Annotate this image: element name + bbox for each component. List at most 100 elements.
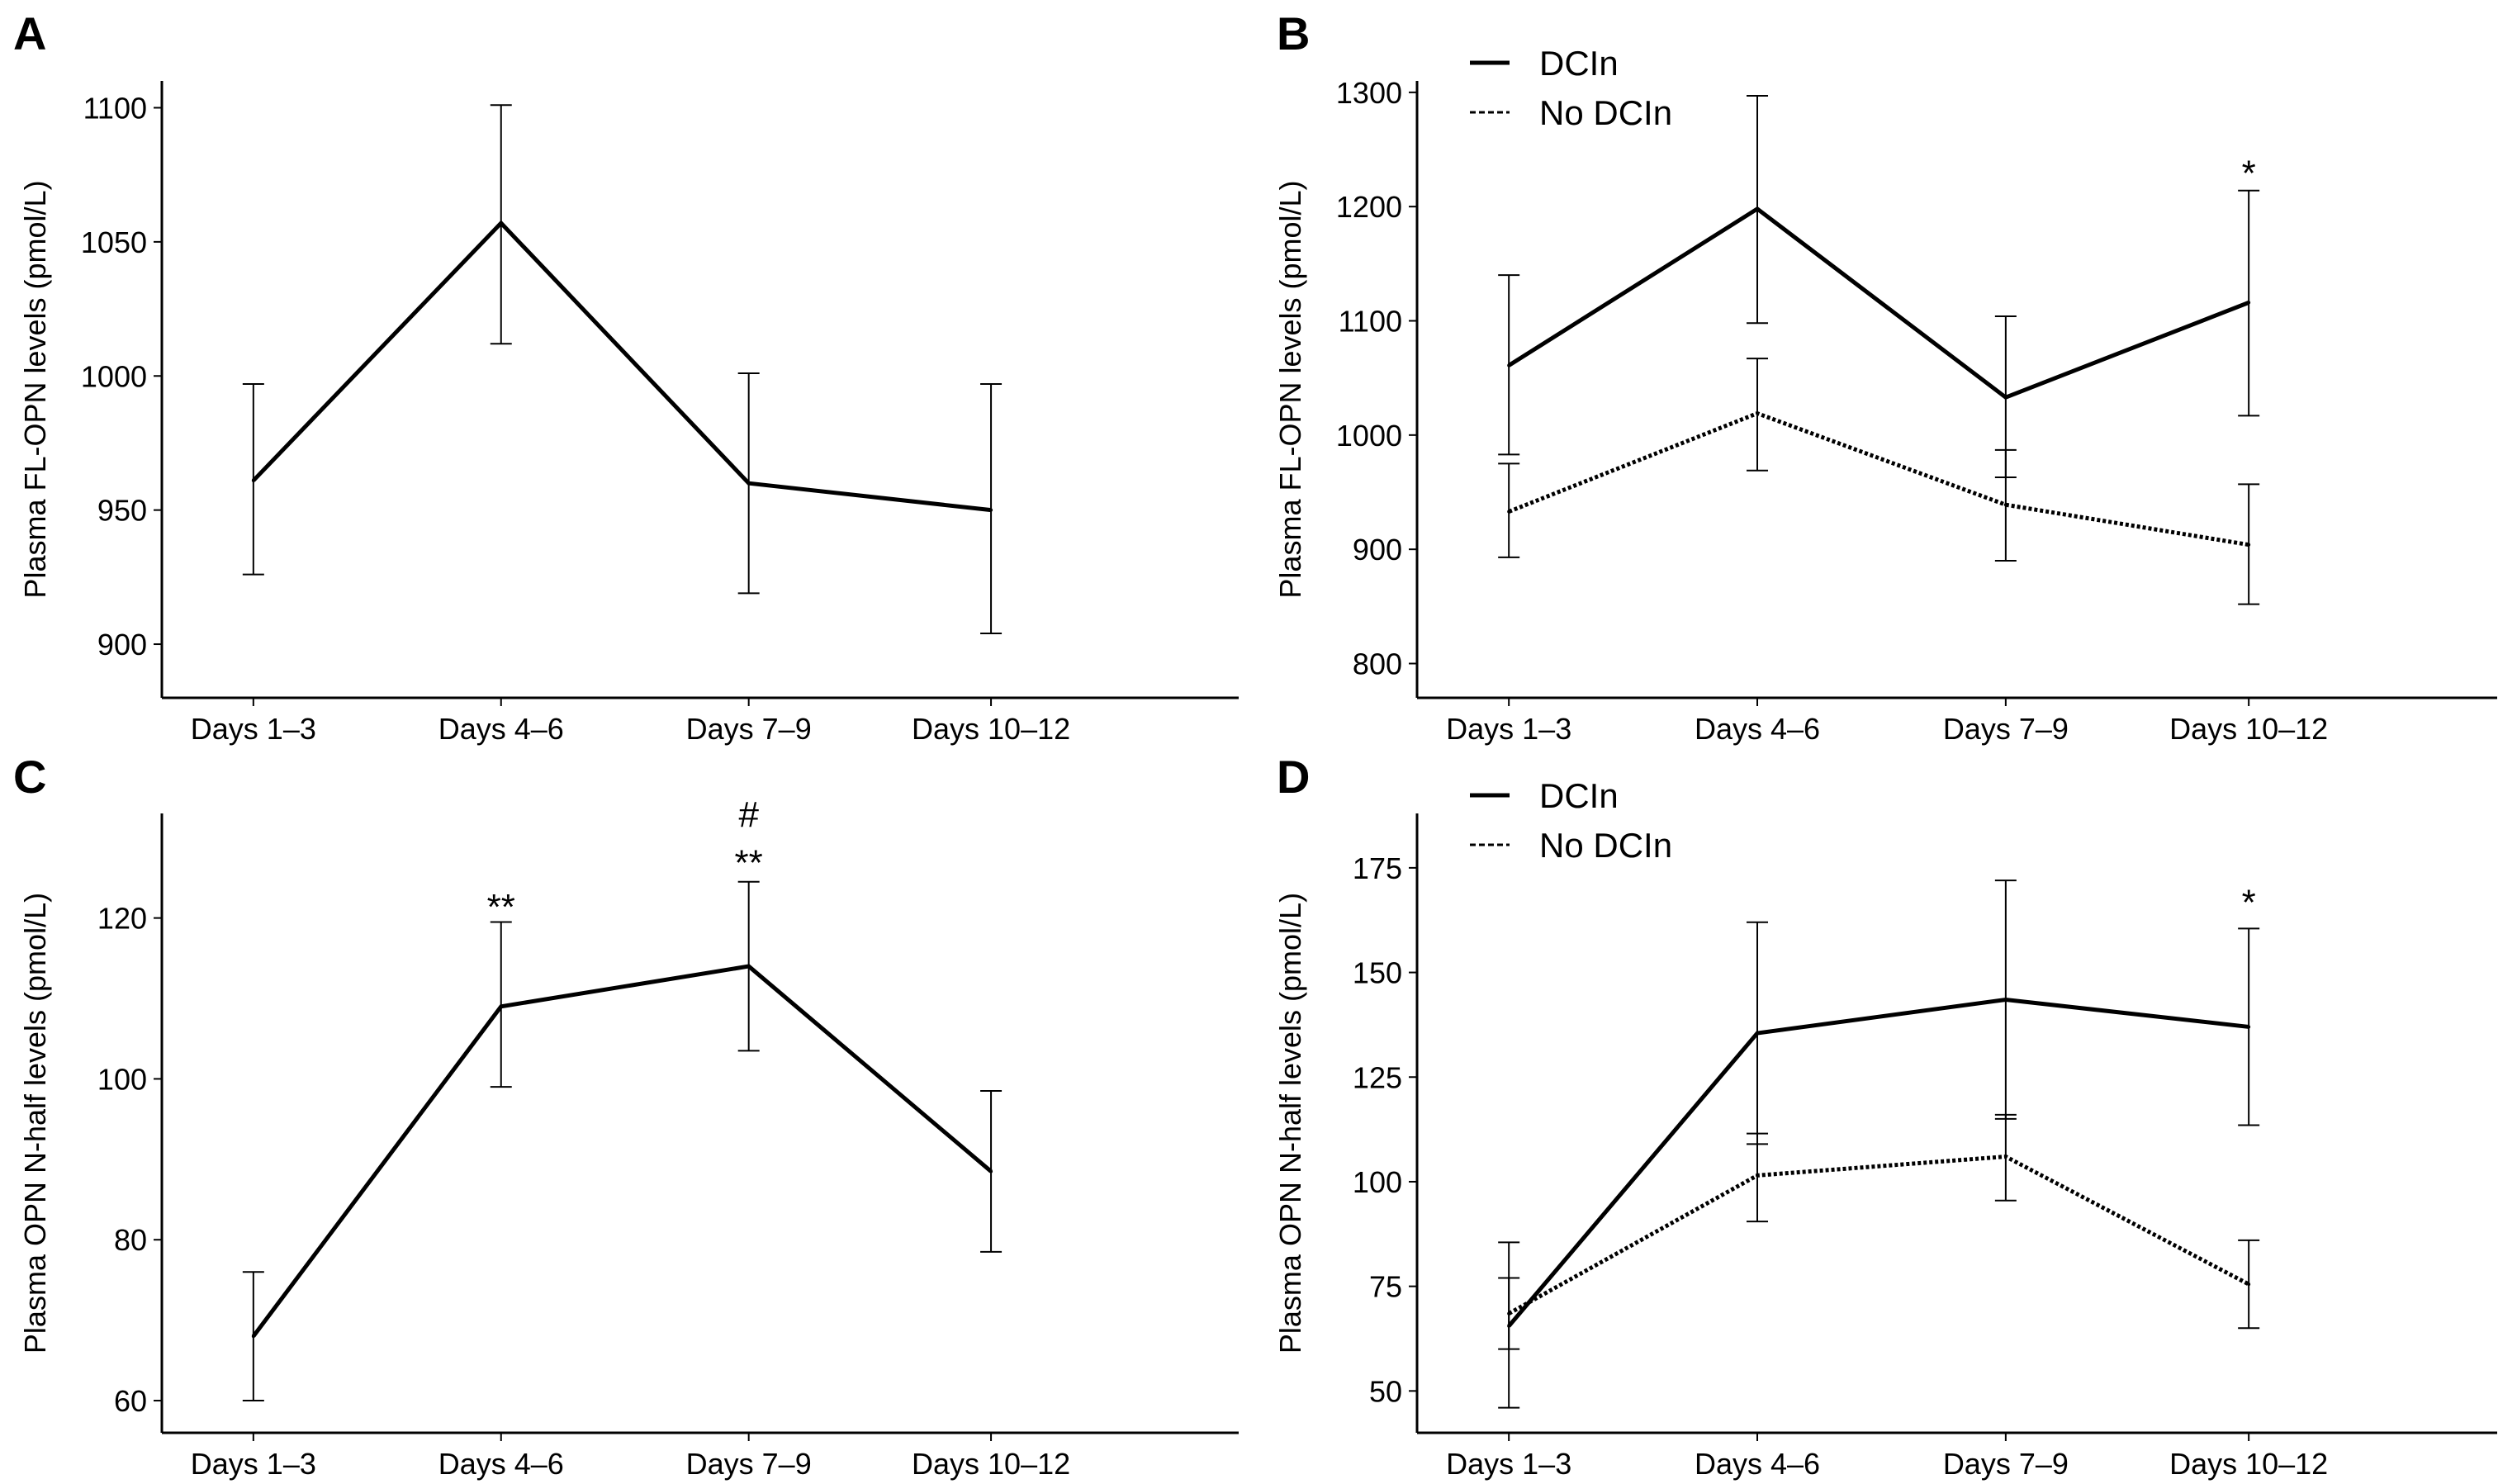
data-point (989, 508, 993, 512)
x-tick-label: Days 7–9 (1943, 712, 2069, 746)
y-axis-title: Plasma OPN N-half levels (pmol/L) (1273, 893, 1307, 1354)
series-no-dcin (1498, 1113, 2260, 1350)
data-point (499, 221, 503, 225)
y-tick-label: 950 (97, 494, 147, 528)
series-line (1507, 1154, 2250, 1316)
panel-a-chart: 900 950 1000 1050 1100 Days 1–3 Days 4–6 Days 7… (18, 81, 1239, 746)
data-point (2003, 396, 2007, 400)
data-point (1756, 1031, 1760, 1036)
y-axis-title: Plasma FL-OPN levels (pmol/L) (1273, 180, 1307, 598)
data-point (747, 481, 751, 486)
y-tick-label: 80 (114, 1223, 147, 1257)
series-no-dcin (1498, 358, 2260, 605)
significance-marker: * (2242, 154, 2256, 194)
data-point (2247, 1282, 2251, 1287)
legend: DCIn No DCIn (1470, 776, 1672, 865)
y-tick-label: 1300 (1336, 76, 1402, 110)
x-tick-label: Days 4–6 (438, 712, 564, 746)
y-tick-label: 75 (1369, 1270, 1402, 1304)
y-tick-label: 900 (1353, 533, 1402, 567)
y-tick-label: 800 (1353, 647, 1402, 681)
x-tick-label: Days 10–12 (2169, 712, 2328, 746)
legend-label: No DCIn (1539, 93, 1672, 132)
data-point (251, 1335, 255, 1339)
x-tick-label: Days 4–6 (438, 1447, 564, 1481)
x-tick-label: Days 7–9 (686, 712, 812, 746)
panel-a: A 900 950 1000 1050 1100 Days 1–3 Days 4–6 Days… (13, 7, 1239, 746)
y-tick-label: 1000 (1336, 419, 1402, 453)
data-point (1507, 510, 1511, 514)
x-tick-label: Days 1–3 (191, 712, 316, 746)
significance-marker: # (738, 794, 759, 835)
x-tick-label: Days 7–9 (686, 1447, 812, 1481)
x-tick-label: Days 4–6 (1695, 1447, 1820, 1481)
panel-b-letter: B (1277, 7, 1310, 59)
panel-d: D 50 75 100 125 150 175 Days 1–3 Days 4–6 Days 7… (1273, 751, 2497, 1481)
legend-label: DCIn (1539, 776, 1619, 815)
y-tick-label: 100 (97, 1062, 147, 1096)
series-line (1508, 410, 2249, 548)
data-point (251, 478, 255, 482)
y-tick-label: 1000 (81, 359, 147, 393)
data-point (989, 1169, 993, 1173)
series-line (251, 964, 993, 1338)
data-point (2003, 503, 2007, 507)
data-point (1756, 1173, 1760, 1178)
y-tick-label: 175 (1353, 851, 1402, 885)
y-tick-label: 1050 (81, 225, 147, 259)
legend-label: No DCIn (1539, 826, 1672, 865)
y-tick-label: 1100 (83, 91, 147, 125)
panel-c-chart: 60 80 100 120 Days 1–3 Days 4–6 Days 7–9 Days 1… (18, 794, 1239, 1481)
x-tick-label: Days 1–3 (191, 1447, 316, 1481)
y-tick-label: 50 (1369, 1374, 1402, 1408)
panel-b: B 800 900 1000 1100 1200 1300 Days 1–3 Days 4–6… (1273, 7, 2497, 746)
y-tick-label: 900 (97, 628, 147, 661)
x-tick-label: Days 7–9 (1943, 1447, 2069, 1481)
panel-b-chart: 800 900 1000 1100 1200 1300 Days 1–3 Days 4–6 Da… (1273, 44, 2497, 746)
panel-a-letter: A (13, 7, 46, 59)
x-tick-label: Days 1–3 (1446, 1447, 1571, 1481)
data-point (2247, 1025, 2251, 1029)
data-point (2003, 998, 2007, 1002)
panel-c-letter: C (13, 751, 46, 803)
panel-d-letter: D (1277, 751, 1310, 803)
y-tick-label: 125 (1353, 1060, 1402, 1094)
y-tick-label: 100 (1353, 1165, 1402, 1199)
series-main (1498, 94, 2260, 479)
x-tick-label: Days 10–12 (912, 1447, 1070, 1481)
data-point (2247, 301, 2251, 305)
significance-marker: * (2242, 882, 2256, 922)
x-tick-label: Days 10–12 (2169, 1447, 2328, 1481)
y-tick-label: 120 (97, 902, 147, 936)
series-main (242, 880, 1003, 1402)
series-line (252, 220, 992, 513)
y-tick-label: 60 (114, 1384, 147, 1418)
data-point (1507, 363, 1511, 367)
y-tick-label: 1200 (1336, 190, 1402, 224)
series-line (1507, 997, 2249, 1328)
data-point (747, 965, 751, 969)
series-line (1507, 206, 2250, 401)
panel-d-chart: 50 75 100 125 150 175 Days 1–3 Days 4–6 Days 7–9… (1273, 776, 2497, 1481)
y-tick-label: 150 (1353, 956, 1402, 990)
y-axis-title: Plasma OPN N-half levels (pmol/L) (18, 893, 52, 1354)
data-point (1507, 1311, 1511, 1316)
data-point (1756, 206, 1760, 211)
significance-marker: ** (487, 887, 515, 927)
significance-marker: ** (735, 842, 763, 883)
panel-c: C 60 80 100 120 Days 1–3 Days 4–6 Days 7–9 Days… (13, 751, 1239, 1481)
data-point (1756, 411, 1760, 415)
x-tick-label: Days 1–3 (1446, 712, 1571, 746)
y-tick-label: 1100 (1339, 305, 1402, 339)
series-main (1498, 879, 2260, 1409)
data-point (2247, 543, 2251, 547)
legend-label: DCIn (1539, 44, 1619, 83)
y-axis-title: Plasma FL-OPN levels (pmol/L) (18, 180, 52, 598)
x-tick-label: Days 4–6 (1695, 712, 1820, 746)
series-main (242, 104, 1003, 635)
data-point (499, 1004, 503, 1008)
data-point (2003, 1154, 2007, 1159)
legend: DCIn No DCIn (1470, 44, 1672, 132)
x-tick-label: Days 10–12 (912, 712, 1070, 746)
